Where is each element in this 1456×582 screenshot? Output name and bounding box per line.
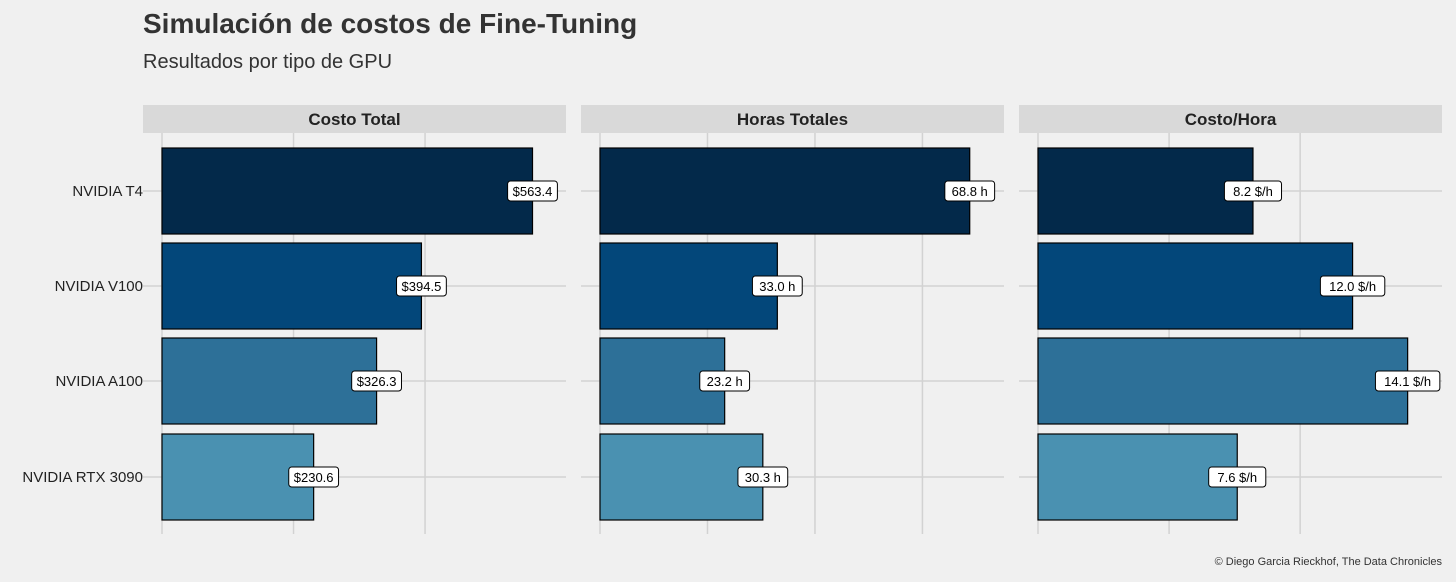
data-label: 33.0 h [759,279,795,294]
bar [599,147,971,235]
facet-strip [1019,105,1442,133]
data-label: 68.8 h [952,184,988,199]
data-label: $326.3 [357,374,397,389]
bar [1037,242,1354,330]
data-label-box [1374,370,1441,392]
category-label: NVIDIA V100 [55,278,143,295]
data-label: 8.2 $/h [1233,184,1273,199]
bar [161,337,378,425]
category-label: NVIDIA T4 [72,183,143,200]
facet-title: Horas Totales [737,110,848,129]
data-label-box [507,180,558,202]
data-label: 14.1 $/h [1384,374,1431,389]
data-label-box [288,466,340,488]
facet-strip [143,105,566,133]
data-label-box [351,370,402,392]
data-label: 7.6 $/h [1217,470,1257,485]
bar [1037,147,1254,235]
bar [161,242,423,330]
facet-strip [581,105,1004,133]
bar [599,433,764,521]
data-label-box [396,275,447,297]
data-label-box [737,466,789,488]
data-label-box [944,180,996,202]
data-label-box [1223,180,1283,202]
facet-title: Costo Total [308,110,400,129]
data-label-box [1319,275,1386,297]
bar [161,147,534,235]
data-label-box [751,275,803,297]
caption: © Diego Garcia Rieckhof, The Data Chroni… [1214,556,1442,568]
data-label: $230.6 [294,470,334,485]
data-label: 23.2 h [707,374,743,389]
data-label: 12.0 $/h [1329,279,1376,294]
category-label: NVIDIA RTX 3090 [22,469,143,486]
data-label: $563.4 [513,184,553,199]
chart-subtitle: Resultados por tipo de GPU [143,51,393,73]
category-label: NVIDIA A100 [55,373,143,390]
bar [599,242,778,330]
data-label: $394.5 [402,279,442,294]
data-label-box [699,370,751,392]
data-label: 30.3 h [745,470,781,485]
data-label-box [1208,466,1267,488]
bar [1037,337,1409,425]
facet-title: Costo/Hora [1185,110,1277,129]
bar [1037,433,1238,521]
chart-title: Simulación de costos de Fine-Tuning [143,8,638,39]
